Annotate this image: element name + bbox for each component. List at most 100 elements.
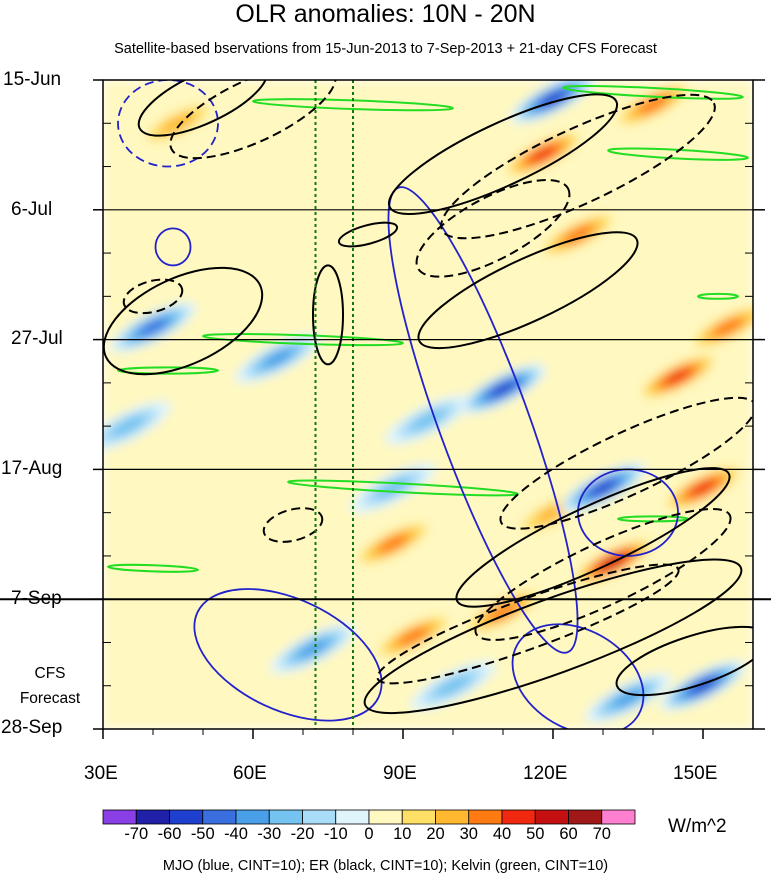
colorbar-tick-label: -30: [257, 825, 282, 843]
colorbar-tick-label: 40: [492, 825, 512, 843]
forecast-label-line1: CFS: [34, 665, 66, 682]
olr-anomaly-cell: [378, 534, 408, 553]
y-tick-label: 17-Aug: [1, 458, 63, 479]
er-contour: [169, 80, 337, 160]
x-tick-label: 60E: [233, 763, 267, 784]
kelvin-contour: [697, 292, 739, 300]
kelvin-contour: [287, 479, 519, 497]
chart-subtitle: Satellite-based bservations from 15-Jun-…: [114, 41, 657, 57]
mjo-contour: [387, 186, 579, 654]
olr-field-smoothed: [103, 80, 753, 729]
colorbar-tick-label: -10: [323, 825, 348, 843]
olr-anomaly-cell: [541, 91, 565, 106]
chart-title: OLR anomalies: 10N - 20N: [235, 0, 536, 28]
er-contour: [312, 264, 344, 366]
colorbar-swatch: [601, 809, 636, 825]
colorbar-tick-label: 60: [559, 825, 578, 843]
er-contour: [376, 563, 680, 685]
colorbar-tick-label: -60: [157, 825, 182, 843]
er-contour: [337, 221, 399, 248]
colorbar-swatch: [268, 809, 303, 825]
er-contour: [137, 80, 269, 137]
er-contour: [417, 231, 639, 350]
olr-anomaly-cell: [263, 349, 293, 368]
olr-field: [103, 80, 753, 729]
olr-anomaly-cell: [613, 689, 643, 708]
er-contour: [474, 508, 732, 641]
plot-border: [102, 79, 754, 730]
olr-anomaly-cell: [409, 409, 447, 431]
olr-anomaly-cell: [563, 225, 593, 244]
mjo-contour: [117, 80, 219, 168]
colorbar: [102, 809, 636, 825]
er-contour: [122, 278, 184, 315]
colorbar-tick-label: -20: [290, 825, 315, 843]
colorbar-swatch: [501, 809, 536, 825]
units-label: W/m^2: [668, 816, 727, 837]
olr-anomaly-cell: [713, 318, 743, 337]
mjo-contour: [511, 623, 645, 729]
colorbar-swatch: [102, 809, 137, 825]
colorbar-tick-label: 70: [592, 825, 611, 843]
olr-anomaly-cell: [139, 319, 167, 336]
olr-anomaly-cell: [638, 95, 668, 114]
colorbar-tick-label: -40: [224, 825, 248, 843]
colorbar-swatch: [302, 809, 337, 825]
x-tick-label: 150E: [673, 763, 718, 784]
colorbar-swatch: [435, 809, 470, 825]
kelvin-contour: [202, 333, 404, 347]
mjo-contour: [193, 588, 383, 722]
colorbar-tick-label: 50: [526, 825, 545, 843]
olr-anomaly-cell: [664, 368, 692, 385]
colorbar-tick-label: -50: [190, 825, 215, 843]
y-tick-label: 6-Jul: [11, 199, 53, 220]
colorbar-tick-label: 30: [459, 825, 478, 843]
er-contour: [363, 558, 743, 715]
wave-contours: [103, 80, 753, 729]
colorbar-swatch: [335, 809, 370, 825]
x-tick-label: 120E: [523, 763, 568, 784]
colorbar-swatch: [235, 809, 270, 825]
olr-anomaly-cell: [488, 602, 518, 621]
x-tick-label: 30E: [84, 763, 118, 784]
colorbar-swatch: [135, 809, 170, 825]
colorbar-swatch: [534, 809, 569, 825]
er-contour: [415, 179, 571, 278]
y-tick-label: 27-Jul: [11, 328, 63, 349]
colorbar-tick-label: 0: [364, 825, 374, 843]
colorbar-swatch: [401, 809, 436, 825]
kelvin-contour: [562, 84, 744, 100]
reference-longitudes: [314, 80, 354, 729]
olr-anomaly-cell: [398, 627, 428, 646]
colorbar-swatch: [169, 809, 204, 825]
colorbar-swatch: [568, 809, 603, 825]
footer-legend: MJO (blue, CINT=10); ER (black, CINT=10)…: [162, 858, 609, 874]
er-contour: [455, 467, 731, 608]
olr-anomaly-cell: [529, 146, 557, 163]
olr-anomaly-cell: [109, 415, 147, 437]
y-tick-label: 15-Jun: [3, 69, 62, 90]
er-contour: [387, 93, 619, 215]
forecast-label-line2: Forecast: [19, 690, 81, 707]
colorbar-swatch: [368, 809, 403, 825]
y-tick-label: 7-Sep: [11, 588, 62, 609]
olr-anomaly-cell: [689, 479, 717, 496]
olr-anomaly-cell: [591, 480, 615, 496]
y-tick-label: 28-Sep: [1, 717, 63, 738]
plot-frame: [0, 79, 771, 739]
colorbar-swatch: [468, 809, 503, 825]
er-contour: [440, 93, 716, 240]
mjo-contour: [154, 227, 192, 267]
colorbar-tick-label: 10: [393, 825, 412, 843]
olr-anomaly-cell: [491, 381, 515, 397]
colorbar-tick-label: 20: [426, 825, 445, 843]
er-contour: [103, 266, 264, 376]
kelvin-contour: [117, 366, 219, 375]
x-tick-label: 90E: [383, 763, 417, 784]
olr-anomaly-cell: [298, 639, 328, 658]
kelvin-contour: [107, 563, 199, 573]
olr-anomaly-cell: [374, 477, 412, 499]
er-contour: [615, 625, 753, 697]
colorbar-tick-label: -70: [124, 825, 149, 843]
